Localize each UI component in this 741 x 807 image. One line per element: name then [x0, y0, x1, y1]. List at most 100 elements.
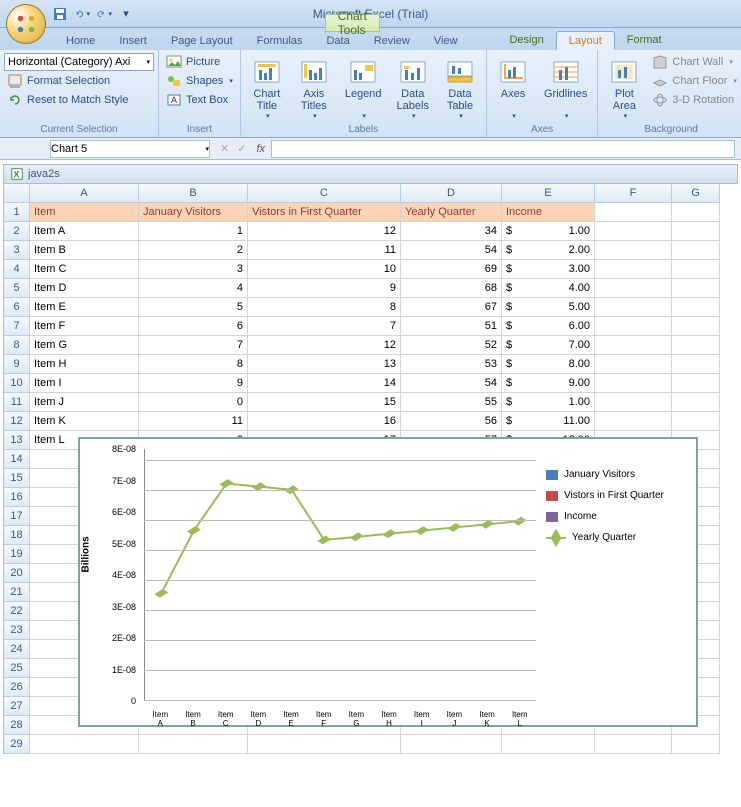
cell[interactable]: 54 — [401, 241, 502, 260]
table-header[interactable]: January Visitors — [139, 203, 248, 222]
cell[interactable]: 0 — [139, 393, 248, 412]
cell[interactable]: $5.00 — [502, 298, 595, 317]
picture-button[interactable]: Picture — [163, 53, 236, 71]
row-header[interactable]: 27 — [4, 697, 30, 716]
cell[interactable]: 67 — [401, 298, 502, 317]
formula-input[interactable] — [271, 140, 735, 158]
cell[interactable]: $11.00 — [502, 412, 595, 431]
cell[interactable]: 6 — [139, 317, 248, 336]
cell[interactable]: Item I — [30, 374, 139, 393]
reset-style-button[interactable]: Reset to Match Style — [4, 91, 154, 109]
shapes-button[interactable]: Shapes▾ — [163, 72, 236, 90]
cell[interactable]: 11 — [248, 241, 401, 260]
row-header[interactable]: 23 — [4, 621, 30, 640]
cell[interactable]: Item B — [30, 241, 139, 260]
cell[interactable] — [595, 336, 672, 355]
cell[interactable]: $1.00 — [502, 393, 595, 412]
cell[interactable]: 52 — [401, 336, 502, 355]
col-header[interactable]: E — [502, 184, 595, 203]
undo-icon[interactable]: ▾ — [74, 6, 90, 22]
cell[interactable]: 51 — [401, 317, 502, 336]
row-header[interactable]: 15 — [4, 469, 30, 488]
cell[interactable] — [595, 298, 672, 317]
table-header[interactable]: Yearly Quarter — [401, 203, 502, 222]
row-header[interactable]: 29 — [4, 735, 30, 754]
table-header[interactable]: Item — [30, 203, 139, 222]
cell[interactable]: $2.00 — [502, 241, 595, 260]
redo-icon[interactable]: ▾ — [96, 6, 112, 22]
cell[interactable]: Item G — [30, 336, 139, 355]
enter-icon[interactable]: ✓ — [233, 142, 250, 155]
cell[interactable]: 55 — [401, 393, 502, 412]
row-header[interactable]: 26 — [4, 678, 30, 697]
cell[interactable]: 12 — [248, 336, 401, 355]
qat-customize-icon[interactable]: ▾ — [118, 6, 134, 22]
cell[interactable]: 7 — [248, 317, 401, 336]
office-button[interactable] — [6, 4, 46, 44]
cell[interactable] — [672, 317, 720, 336]
legend-item[interactable]: Income — [546, 511, 686, 522]
cell[interactable] — [672, 355, 720, 374]
cell[interactable] — [595, 393, 672, 412]
chart-floor-button[interactable]: Chart Floor▾ — [649, 72, 740, 90]
cell[interactable] — [672, 412, 720, 431]
cell[interactable] — [595, 279, 672, 298]
cell[interactable]: 16 — [248, 412, 401, 431]
cell[interactable] — [595, 241, 672, 260]
cell[interactable]: 8 — [248, 298, 401, 317]
cell[interactable]: 1 — [139, 222, 248, 241]
cell[interactable]: 34 — [401, 222, 502, 241]
data-table-button[interactable]: Data Table▾ — [438, 53, 482, 122]
tab-review[interactable]: Review — [362, 32, 422, 50]
gridlines-button[interactable]: Gridlines▾ — [538, 53, 593, 122]
cell[interactable]: $3.00 — [502, 260, 595, 279]
col-header[interactable]: G — [672, 184, 720, 203]
row-header[interactable]: 16 — [4, 488, 30, 507]
col-header[interactable]: F — [595, 184, 672, 203]
cancel-icon[interactable]: ✕ — [216, 142, 233, 155]
cell[interactable] — [595, 374, 672, 393]
cell[interactable] — [595, 317, 672, 336]
cell[interactable]: 12 — [248, 222, 401, 241]
cell[interactable]: Item K — [30, 412, 139, 431]
cell[interactable] — [502, 735, 595, 754]
row-header[interactable]: 21 — [4, 583, 30, 602]
col-header[interactable]: A — [30, 184, 139, 203]
cell[interactable] — [672, 298, 720, 317]
cell[interactable]: 9 — [139, 374, 248, 393]
cell[interactable] — [595, 412, 672, 431]
cell[interactable] — [595, 260, 672, 279]
cell[interactable]: $1.00 — [502, 222, 595, 241]
col-header[interactable]: B — [139, 184, 248, 203]
row-header[interactable]: 22 — [4, 602, 30, 621]
cell[interactable]: 10 — [248, 260, 401, 279]
row-header[interactable]: 12 — [4, 412, 30, 431]
cell[interactable] — [595, 735, 672, 754]
row-header[interactable]: 19 — [4, 545, 30, 564]
cell[interactable]: 15 — [248, 393, 401, 412]
cell[interactable]: $9.00 — [502, 374, 595, 393]
cell[interactable]: Item H — [30, 355, 139, 374]
cell[interactable] — [672, 735, 720, 754]
tab-design[interactable]: Design — [497, 31, 555, 50]
textbox-button[interactable]: AText Box — [163, 91, 236, 109]
cell[interactable] — [672, 279, 720, 298]
cell[interactable]: $8.00 — [502, 355, 595, 374]
row-header[interactable]: 20 — [4, 564, 30, 583]
tab-insert[interactable]: Insert — [107, 32, 159, 50]
tab-format[interactable]: Format — [615, 31, 674, 50]
col-header[interactable]: D — [401, 184, 502, 203]
cell[interactable] — [595, 222, 672, 241]
row-header[interactable]: 4 — [4, 260, 30, 279]
row-header[interactable]: 18 — [4, 526, 30, 545]
row-header[interactable]: 3 — [4, 241, 30, 260]
row-header[interactable]: 14 — [4, 450, 30, 469]
cell[interactable] — [248, 735, 401, 754]
cell[interactable]: 5 — [139, 298, 248, 317]
row-header[interactable]: 11 — [4, 393, 30, 412]
fx-icon[interactable]: fx — [250, 143, 271, 155]
cell[interactable]: Item J — [30, 393, 139, 412]
cell[interactable]: $6.00 — [502, 317, 595, 336]
cell[interactable] — [672, 374, 720, 393]
cell[interactable]: Item D — [30, 279, 139, 298]
